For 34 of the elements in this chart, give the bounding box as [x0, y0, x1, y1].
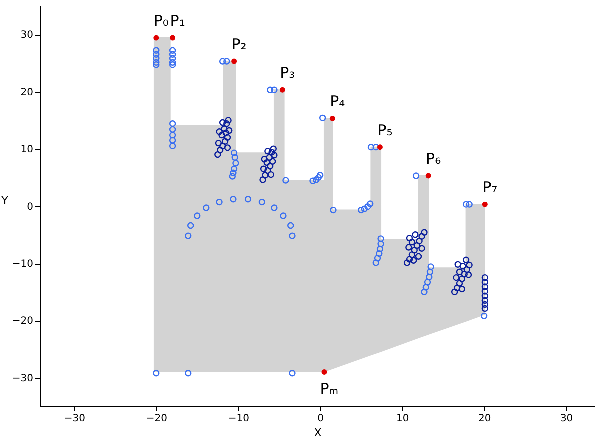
x-tick-label: −30 [64, 414, 86, 424]
point [426, 173, 432, 179]
annotation: Pₘ [320, 380, 339, 398]
y-tick-label: 30 [20, 30, 34, 42]
point [322, 370, 328, 375]
y-tick-label: −20 [12, 316, 34, 328]
point [330, 116, 336, 122]
point [154, 35, 160, 41]
y-tick-label: −30 [12, 373, 34, 384]
annotation: P₂ [232, 36, 247, 54]
x-tick-label: 20 [478, 414, 492, 424]
y-axis-title: Y [0, 194, 9, 208]
annotation: P₄ [330, 92, 346, 111]
x-axis-title: X [314, 426, 322, 440]
annotation: P₇ [482, 178, 498, 197]
x-tick-label: −20 [146, 414, 168, 424]
x-tick-label: 10 [396, 414, 410, 424]
annotation: P₅ [378, 121, 393, 140]
annotation: P₀ [154, 12, 169, 30]
y-tick-label: 10 [20, 144, 34, 156]
point [280, 87, 286, 93]
y-tick-label: 0 [27, 202, 34, 213]
x-tick-label: 30 [560, 414, 574, 424]
point [482, 202, 488, 208]
annotation: P₆ [426, 150, 442, 168]
y-tick-label: 20 [20, 87, 34, 98]
point [377, 144, 383, 150]
annotation: P₁ [170, 12, 186, 30]
x-tick-label: −10 [228, 414, 250, 424]
point [170, 35, 176, 41]
x-tick-label: 0 [318, 414, 324, 424]
y-tick-label: −10 [12, 259, 34, 270]
annotation: P₃ [280, 64, 296, 82]
point [232, 58, 238, 64]
